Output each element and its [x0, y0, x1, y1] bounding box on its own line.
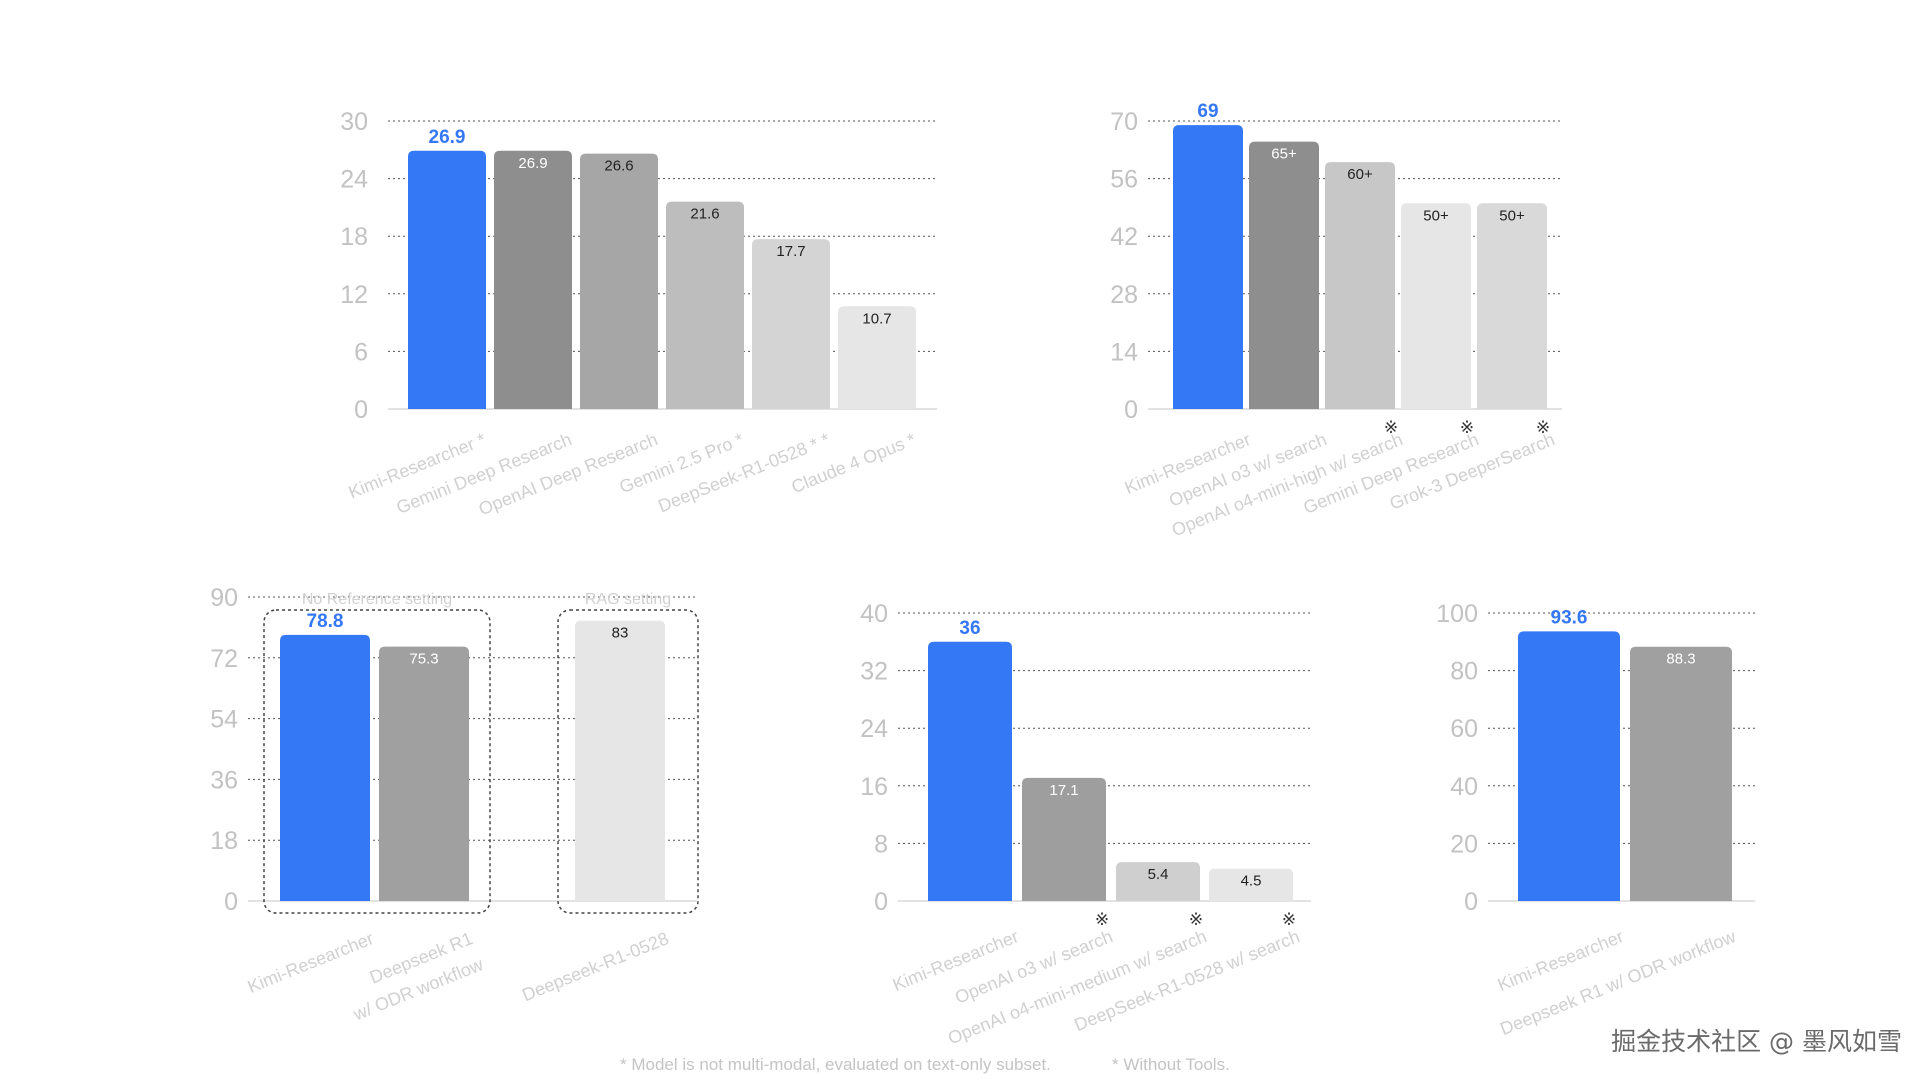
bar	[1477, 203, 1547, 409]
y-tick-label: 100	[1436, 600, 1478, 628]
group-box	[263, 609, 491, 914]
bar	[1401, 203, 1471, 409]
group-label: No Reference setting	[302, 591, 452, 608]
y-tick-label: 40	[860, 600, 888, 628]
bar	[752, 239, 830, 409]
bar	[1249, 141, 1319, 410]
y-tick-label: 70	[1110, 108, 1138, 136]
data-label: 78.8	[307, 611, 344, 632]
data-label: 21.6	[690, 206, 719, 223]
data-label: 75.3	[409, 651, 438, 668]
footnote-tools: * Without Tools.	[1112, 1055, 1230, 1074]
y-tick-label: 72	[210, 645, 238, 673]
y-tick-label: 90	[210, 584, 238, 612]
data-label: 36	[959, 618, 980, 639]
y-tick-label: 40	[1450, 773, 1478, 801]
footnote-model: * Model is not multi-modal, evaluated on…	[620, 1055, 1051, 1074]
group-label: RAG setting	[585, 591, 671, 608]
y-tick-label: 60	[1450, 715, 1478, 743]
y-tick-label: 12	[340, 281, 368, 309]
y-tick-label: 32	[860, 658, 888, 686]
y-tick-label: 0	[874, 888, 888, 916]
data-label: 65+	[1271, 146, 1297, 163]
y-tick-label: 8	[874, 830, 888, 858]
data-label: 10.7	[862, 310, 891, 327]
data-label: 5.4	[1148, 866, 1169, 883]
note-mark: ※	[1460, 418, 1474, 438]
note-mark: ※	[1536, 418, 1550, 438]
bar	[494, 150, 572, 409]
note-mark: ※	[1384, 418, 1398, 438]
data-label: 50+	[1499, 207, 1525, 224]
bar	[580, 153, 658, 409]
bar	[1116, 862, 1200, 901]
data-label: 17.7	[776, 243, 805, 260]
bar	[838, 306, 916, 409]
y-tick-label: 18	[340, 223, 368, 251]
y-tick-label: 16	[860, 773, 888, 801]
y-tick-label: 0	[1124, 396, 1138, 424]
data-label: 60+	[1347, 166, 1373, 183]
data-label: 26.9	[429, 127, 466, 148]
bar	[1209, 868, 1293, 901]
bar	[1325, 162, 1395, 409]
bar	[1630, 646, 1732, 901]
bar	[408, 150, 486, 409]
bar	[1022, 777, 1106, 901]
x-tick-label-line: Deepseek-R1-0528	[519, 928, 671, 1005]
y-tick-label: 18	[210, 827, 238, 855]
bar	[1518, 631, 1620, 901]
x-tick-label: Kimi-Researcher	[245, 928, 377, 997]
bar	[666, 201, 744, 409]
y-tick-label: 20	[1450, 830, 1478, 858]
y-tick-label: 36	[210, 766, 238, 794]
y-tick-label: 54	[210, 706, 238, 734]
chart-3: 0 18 36 54 72 90 78.8 Kimi-Researcher 75.3 Deepse…	[210, 584, 699, 1025]
data-label: 50+	[1423, 207, 1449, 224]
y-tick-label: 0	[1464, 888, 1478, 916]
y-tick-label: 6	[354, 338, 368, 366]
bar	[280, 634, 370, 901]
y-tick-label: 80	[1450, 658, 1478, 686]
data-label: 69	[1197, 101, 1218, 122]
y-tick-label: 0	[354, 396, 368, 424]
y-tick-label: 14	[1110, 338, 1138, 366]
data-label: 26.9	[518, 155, 547, 172]
bar	[575, 620, 665, 901]
data-label: 4.5	[1241, 873, 1262, 890]
data-label: 17.1	[1049, 782, 1078, 799]
x-tick-label-line: Kimi-Researcher	[245, 928, 377, 997]
bar	[1173, 125, 1243, 409]
y-tick-label: 28	[1110, 281, 1138, 309]
x-tick-label: Deepseek-R1-0528	[519, 928, 671, 1005]
y-tick-label: 30	[340, 108, 368, 136]
bar	[379, 646, 469, 901]
note-mark: ※	[1189, 910, 1203, 930]
y-tick-label: 24	[860, 715, 888, 743]
watermark: 掘金技术社区 @ 墨风如雪	[1611, 1027, 1902, 1056]
bar	[928, 641, 1012, 901]
y-tick-label: 56	[1110, 166, 1138, 194]
note-mark: ※	[1095, 910, 1109, 930]
data-label: 83	[612, 625, 629, 642]
data-label: 93.6	[1551, 607, 1588, 628]
data-label: 88.3	[1666, 651, 1695, 668]
note-mark: ※	[1282, 910, 1296, 930]
y-tick-label: 42	[1110, 223, 1138, 251]
y-tick-label: 0	[224, 888, 238, 916]
y-tick-label: 24	[340, 166, 368, 194]
data-label: 26.6	[604, 158, 633, 175]
